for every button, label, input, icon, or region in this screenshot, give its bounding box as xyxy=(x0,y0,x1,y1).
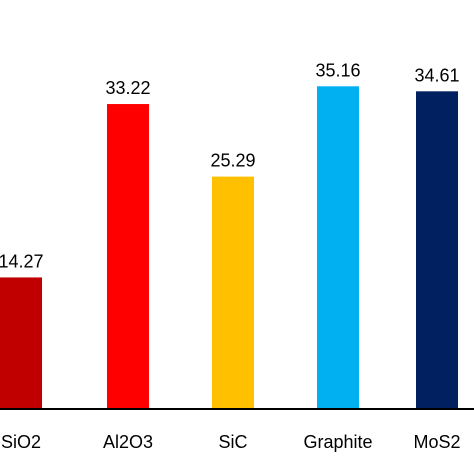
category-label-sic: SiC xyxy=(218,432,247,452)
category-label-graphite: Graphite xyxy=(303,432,372,452)
value-label-mos2: 34.61 xyxy=(414,65,459,85)
bar-al2o3 xyxy=(107,104,149,409)
category-labels-layer: SiO2 Al2O3 SiC Graphite MoS2 xyxy=(1,432,461,452)
value-label-graphite: 35.16 xyxy=(315,60,360,80)
value-labels-layer: 14.27 33.22 25.29 35.16 34.61 xyxy=(0,60,460,271)
bars-layer xyxy=(0,86,458,409)
bar-graphite xyxy=(317,86,359,408)
category-label-al2o3: Al2O3 xyxy=(103,432,153,452)
value-label-sic: 25.29 xyxy=(210,151,255,171)
category-label-mos2: MoS2 xyxy=(413,432,460,452)
category-label-sio2: SiO2 xyxy=(1,432,41,452)
bar-sio2 xyxy=(0,277,42,408)
bar-sic xyxy=(212,176,254,408)
value-label-sio2: 14.27 xyxy=(0,251,44,271)
value-label-al2o3: 33.22 xyxy=(105,78,150,98)
bar-mos2 xyxy=(416,91,458,409)
